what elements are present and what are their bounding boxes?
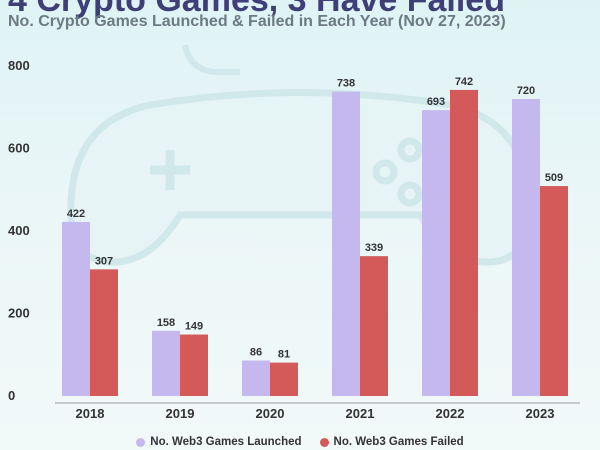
x-tick-label-2020: 2020 bbox=[256, 406, 285, 421]
y-tick-label: 400 bbox=[8, 223, 30, 238]
legend-item-launched: No. Web3 Games Launched bbox=[136, 436, 302, 448]
bar-launched-2021 bbox=[332, 91, 360, 396]
legend: No. Web3 Games Launched No. Web3 Games F… bbox=[0, 434, 600, 450]
legend-label-launched: No. Web3 Games Launched bbox=[150, 436, 302, 448]
data-label-launched-2021: 738 bbox=[337, 78, 355, 90]
x-tick-label-2021: 2021 bbox=[346, 406, 375, 421]
legend-item-failed: No. Web3 Games Failed bbox=[319, 436, 464, 448]
bar-launched-2018 bbox=[62, 221, 90, 396]
data-label-failed-2023: 509 bbox=[545, 172, 563, 184]
data-label-failed-2022: 742 bbox=[455, 76, 473, 88]
bar-launched-2019 bbox=[152, 330, 180, 396]
y-tick-label: 800 bbox=[8, 58, 30, 73]
x-tick-label-2018: 2018 bbox=[76, 406, 105, 421]
gamepad-icon bbox=[67, 44, 533, 266]
y-tick-label: 200 bbox=[8, 306, 30, 321]
data-label-failed-2021: 339 bbox=[365, 242, 383, 254]
data-label-launched-2023: 720 bbox=[517, 85, 535, 97]
bar-failed-2023 bbox=[540, 186, 568, 396]
y-tick-label: 600 bbox=[8, 141, 30, 156]
x-tick-label-2019: 2019 bbox=[166, 406, 195, 421]
bar-failed-2018 bbox=[90, 269, 118, 396]
bar-failed-2020 bbox=[270, 362, 298, 396]
data-label-launched-2022: 693 bbox=[427, 96, 445, 108]
data-label-launched-2018: 422 bbox=[67, 208, 85, 220]
bar-failed-2019 bbox=[180, 334, 208, 396]
bar-failed-2022 bbox=[450, 89, 478, 397]
x-tick-label-2022: 2022 bbox=[436, 406, 465, 421]
x-tick-label-2023: 2023 bbox=[526, 406, 555, 421]
data-label-failed-2020: 81 bbox=[278, 349, 290, 361]
bar-launched-2020 bbox=[242, 360, 270, 396]
headline: 4 Crypto Games, 3 Have Failed bbox=[8, 0, 505, 19]
y-tick-label: 0 bbox=[8, 388, 15, 403]
legend-swatch-launched bbox=[136, 437, 146, 447]
legend-label-failed: No. Web3 Games Failed bbox=[333, 436, 464, 448]
data-label-launched-2020: 86 bbox=[250, 347, 262, 359]
bar-launched-2023 bbox=[512, 99, 540, 396]
bar-failed-2021 bbox=[360, 256, 388, 396]
data-label-failed-2018: 307 bbox=[95, 255, 113, 267]
data-label-failed-2019: 149 bbox=[185, 321, 203, 333]
chart-subtitle: No. Crypto Games Launched & Failed in Ea… bbox=[8, 13, 506, 30]
bar-launched-2022 bbox=[422, 110, 450, 396]
data-label-launched-2019: 158 bbox=[157, 317, 175, 329]
legend-swatch-failed bbox=[319, 437, 329, 447]
